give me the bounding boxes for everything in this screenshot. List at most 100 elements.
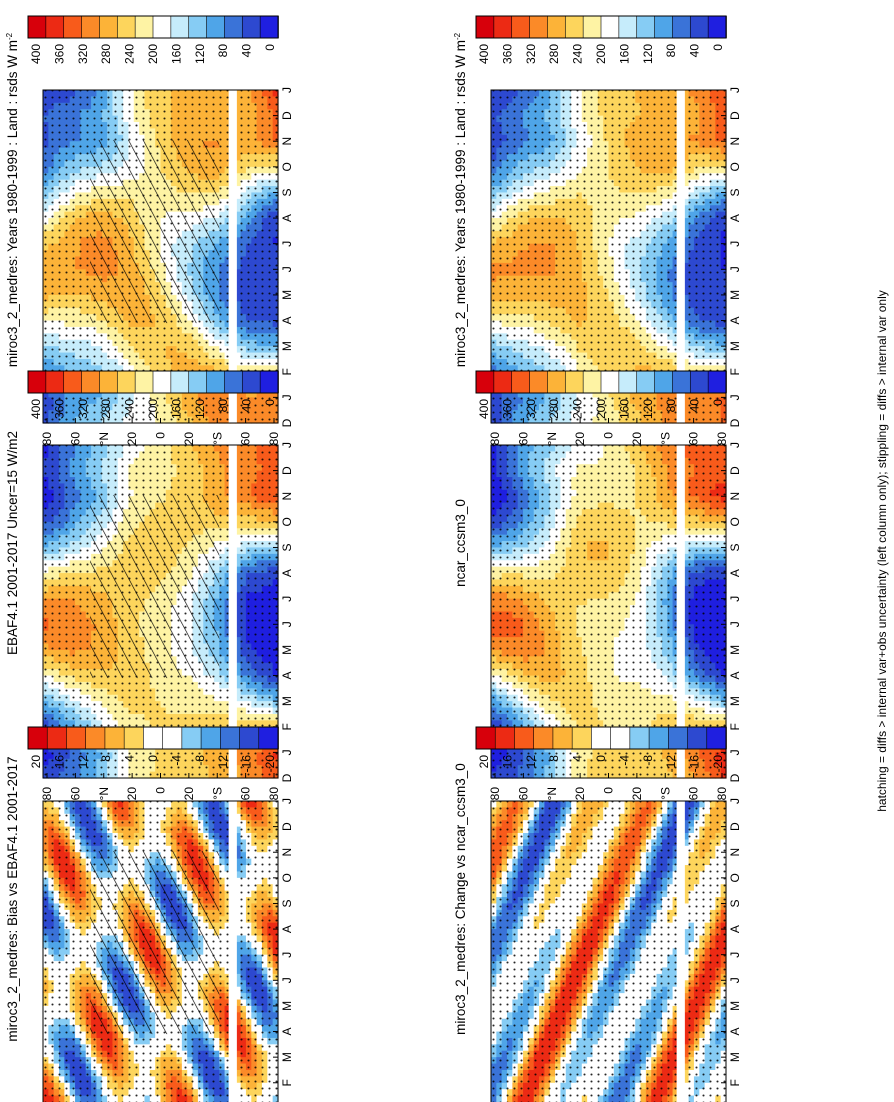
month-tick-label: J bbox=[728, 266, 742, 272]
colorbar-swatch bbox=[655, 16, 673, 38]
colorbar-label: 320 bbox=[524, 44, 538, 64]
colorbar-label: 160 bbox=[169, 44, 183, 64]
lat-tick-label: 80 bbox=[488, 432, 502, 446]
colorbar-swatch bbox=[260, 16, 278, 38]
colorbar-swatch bbox=[530, 16, 548, 38]
colorbar-swatch bbox=[64, 16, 82, 38]
month-tick-label: J bbox=[728, 241, 742, 247]
lat-tick-label: 80 bbox=[715, 432, 729, 446]
colorbar-label: 200 bbox=[594, 44, 608, 64]
colorbar-label: 80 bbox=[664, 44, 678, 58]
month-tick-label: A bbox=[728, 317, 742, 325]
lat-tick-label: 60 bbox=[239, 432, 253, 446]
colorbar-swatch bbox=[708, 16, 726, 38]
month-tick-label: S bbox=[728, 188, 742, 196]
lat-tick-label: 20 bbox=[573, 432, 587, 446]
lat-tick-label: 80 bbox=[267, 432, 281, 446]
colorbar-swatch bbox=[690, 16, 708, 38]
colorbar-swatch bbox=[28, 16, 46, 38]
month-tick-label: D bbox=[728, 418, 742, 427]
lat-tick-label: 20 bbox=[125, 432, 139, 446]
colorbar-swatch bbox=[82, 16, 100, 38]
month-tick-label: A bbox=[280, 214, 294, 222]
colorbar-label: 360 bbox=[500, 44, 514, 64]
month-tick-label: D bbox=[728, 111, 742, 120]
colorbar-swatch bbox=[601, 16, 619, 38]
colorbar-label: 160 bbox=[617, 44, 631, 64]
month-tick-label: A bbox=[280, 317, 294, 325]
lat-tick-label: 60 bbox=[687, 432, 701, 446]
hatching-overlay bbox=[90, 140, 219, 323]
lat-tick-label: °N bbox=[97, 432, 111, 445]
month-tick-label: D bbox=[280, 111, 294, 120]
month-tick-label: M bbox=[728, 290, 742, 300]
panel-title: miroc3_2_medres: Years 1980-1999 : Land … bbox=[5, 32, 20, 367]
panel-title: miroc3_2_medres: Years 1980-1999 : Land … bbox=[453, 32, 468, 367]
month-tick-label: O bbox=[280, 162, 294, 171]
panel-title-text: miroc3_2_medres: Years 1980-1999 : Land … bbox=[453, 40, 468, 367]
panel-title-superscript: -2 bbox=[5, 32, 14, 40]
month-tick-label: F bbox=[728, 368, 742, 375]
colorbar-swatch bbox=[189, 16, 207, 38]
colorbar-label: 400 bbox=[29, 44, 43, 64]
colorbar-label: 400 bbox=[477, 44, 491, 64]
colorbar-swatch bbox=[117, 16, 135, 38]
colorbar-label: 320 bbox=[76, 44, 90, 64]
lat-tick-label: °N bbox=[545, 432, 559, 445]
lat-tick-label: °S bbox=[210, 432, 224, 445]
panel-title: EBAF4.1 2001-2017 Uncer=15 W/m2 bbox=[5, 431, 20, 655]
month-tick-label: F bbox=[280, 368, 294, 375]
lat-tick-label: 80 bbox=[40, 432, 54, 446]
colorbar-swatch bbox=[46, 16, 64, 38]
month-tick-label: J bbox=[728, 394, 742, 400]
colorbar-swatch bbox=[476, 16, 494, 38]
panel-title-superscript: -2 bbox=[453, 32, 462, 40]
month-tick-label: J bbox=[280, 87, 294, 93]
lat-tick-label: 20 bbox=[630, 432, 644, 446]
colorbar-swatch bbox=[153, 16, 171, 38]
month-tick-label: D bbox=[280, 418, 294, 427]
month-tick-label: M bbox=[280, 290, 294, 300]
month-tick-label: J bbox=[280, 394, 294, 400]
month-tick-label: M bbox=[728, 341, 742, 351]
lat-tick-label: 60 bbox=[516, 432, 530, 446]
colorbar-label: 200 bbox=[146, 44, 160, 64]
colorbar-swatch bbox=[565, 16, 583, 38]
month-tick-label: A bbox=[728, 214, 742, 222]
colorbar-label: 40 bbox=[240, 44, 254, 58]
month-tick-label: J bbox=[728, 87, 742, 93]
figure: miroc3_2_medres: Years 1980-1999 : Land … bbox=[0, 0, 894, 1102]
month-tick-label: J bbox=[280, 241, 294, 247]
colorbar-label: 0 bbox=[711, 44, 725, 51]
lat-tick-label: 60 bbox=[68, 432, 82, 446]
colorbar-label: 240 bbox=[571, 44, 585, 64]
month-tick-label: S bbox=[280, 188, 294, 196]
colorbar-swatch bbox=[171, 16, 189, 38]
colorbar-swatch bbox=[99, 16, 117, 38]
colorbar-swatch bbox=[242, 16, 260, 38]
month-tick-label: O bbox=[728, 162, 742, 171]
lat-tick-label: °S bbox=[658, 432, 672, 445]
lat-tick-label: 0 bbox=[602, 432, 616, 439]
colorbar-label: 120 bbox=[641, 44, 655, 64]
colorbar-swatch bbox=[619, 16, 637, 38]
colorbar-label: 80 bbox=[216, 44, 230, 58]
lat-tick-label: 0 bbox=[154, 432, 168, 439]
colorbar-label: 120 bbox=[193, 44, 207, 64]
colorbar-label: 280 bbox=[99, 44, 113, 64]
colorbar-swatch bbox=[512, 16, 530, 38]
colorbar-swatch bbox=[637, 16, 655, 38]
colorbar-label: 240 bbox=[123, 44, 137, 64]
month-tick-label: J bbox=[280, 266, 294, 272]
colorbar-label: 0 bbox=[263, 44, 277, 51]
month-tick-label: N bbox=[728, 137, 742, 146]
panel-title-text: miroc3_2_medres: Years 1980-1999 : Land … bbox=[5, 40, 20, 367]
colorbar-swatch bbox=[494, 16, 512, 38]
panel-title-text: EBAF4.1 2001-2017 Uncer=15 W/m2 bbox=[5, 431, 20, 655]
colorbar-swatch bbox=[583, 16, 601, 38]
month-tick-label: M bbox=[280, 341, 294, 351]
colorbar-label: 360 bbox=[52, 44, 66, 64]
lat-tick-label: 20 bbox=[182, 432, 196, 446]
colorbar-swatch bbox=[207, 16, 225, 38]
colorbar-swatch bbox=[547, 16, 565, 38]
